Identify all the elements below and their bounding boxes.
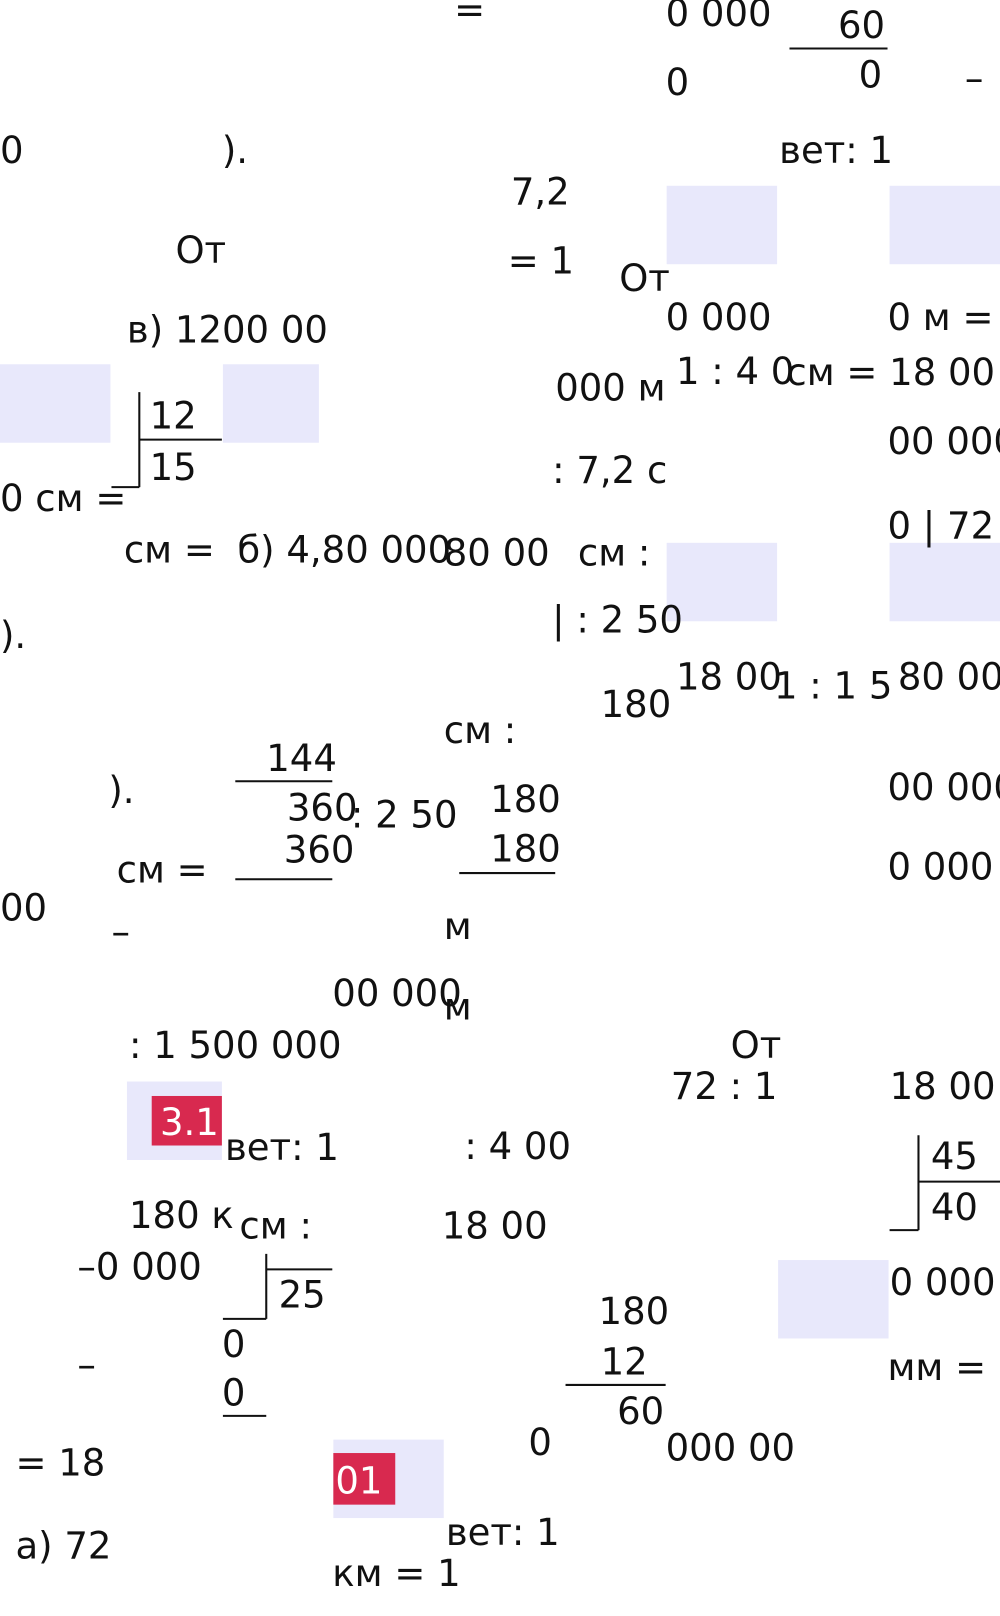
tile-text: 0 | 72 (888, 505, 995, 548)
tile-text: 25 (279, 1274, 326, 1317)
tile-text: ). (108, 769, 134, 812)
tile-text: – (111, 910, 130, 953)
tile-text: м (444, 905, 472, 948)
tile-text: От (175, 229, 226, 272)
tile-text: 0 см = (0, 477, 126, 520)
tile-text: 12 (150, 394, 197, 437)
tile-text: вет: 1 (779, 129, 893, 172)
badge-text: 3.1 (160, 1101, 219, 1144)
tile-text: 180 (490, 778, 561, 821)
tile-text: 18 00 (676, 655, 782, 698)
tile-text: = 1 (508, 239, 574, 282)
tile-text: 0 (666, 61, 690, 104)
tile-text: : 7,2 с (552, 449, 667, 492)
tile-text: м (444, 986, 472, 1029)
badge-text: 01 (335, 1459, 382, 1502)
tile-text: 0 000 (888, 845, 994, 888)
tile-text: : 4 00 (464, 1125, 571, 1168)
tile-text: 80 00 (444, 532, 550, 575)
empty-tile (778, 1260, 889, 1339)
tile-text: см = (117, 848, 208, 891)
tile-text: 00 000 (888, 420, 1000, 463)
tile-text: мм = (888, 1346, 987, 1389)
tile-text: см : (444, 709, 516, 752)
tile-text: 18 00 (890, 1065, 996, 1108)
tile-text: 000 м (555, 366, 665, 409)
tile-text: 80 00 (898, 655, 1000, 698)
tile-text: см : (239, 1204, 311, 1247)
tile-text: – (77, 1344, 96, 1387)
tile-text: 360 (287, 786, 358, 829)
tile-text: 1 : 4 0 (676, 350, 794, 393)
tile-text: 0 000 (890, 1261, 996, 1304)
tile-text: От (731, 1024, 782, 1067)
tile-text: От (619, 257, 670, 300)
tile-text: 60 (617, 1390, 664, 1433)
empty-tile (889, 542, 1000, 622)
tile-text: ). (222, 129, 248, 172)
badge (151, 1095, 222, 1146)
tile-text: 12 (601, 1341, 648, 1384)
tile-text: : 2 50 (351, 794, 458, 837)
tile-text: 60 (838, 4, 885, 47)
tile-text: 40 (931, 1186, 978, 1229)
tile-text: – (965, 57, 984, 100)
tile-text: 15 (150, 446, 197, 489)
tile-text: 0 (0, 129, 24, 172)
tile-text: –0 000 (77, 1246, 201, 1289)
tile-text: вет: 1 (225, 1126, 339, 1169)
tile-text: в) 1200 00 (127, 309, 328, 352)
tile-text: = 18 (15, 1442, 105, 1485)
tile-text: 0 (528, 1421, 552, 1464)
tile-text: 0 000 (666, 0, 772, 35)
tile-text: 180 (599, 1290, 670, 1333)
tile-text: 00 (0, 887, 47, 930)
tile-text: 72 : 1 (671, 1065, 778, 1108)
empty-tile (222, 364, 319, 443)
tile-text: 180 (490, 828, 561, 871)
tile-text: 0 (222, 1323, 246, 1366)
tile-text: б) 4,80 000 (237, 528, 451, 571)
empty-tile (666, 542, 778, 622)
tile-text: 0 (859, 54, 883, 97)
tile-text: 0 м = (888, 296, 994, 339)
tile-text: = (454, 0, 485, 32)
tile-text: 000 00 (666, 1426, 795, 1469)
tile-text: а) 72 (15, 1524, 111, 1567)
tile-text: 180 к (129, 1194, 234, 1237)
tile-text: 45 (931, 1135, 978, 1178)
division-lines (111, 47, 1000, 1417)
tile-text: 144 (266, 737, 337, 780)
empty-tile (0, 364, 111, 443)
empty-tile (889, 185, 1000, 265)
tile-text: 360 (284, 829, 355, 872)
tile-text: 00 000 (332, 972, 461, 1015)
tile-text: 7,2 (511, 170, 570, 213)
tile-text: 1 : 1 5 (774, 665, 892, 708)
tile-text: см = (124, 528, 215, 571)
tile-text: ). (0, 614, 26, 657)
tile-text: 180 (601, 683, 672, 726)
tile-text: 18 00 (442, 1204, 548, 1247)
tile-text: см = 18 00 (786, 351, 995, 394)
tile-text: вет: 1 (446, 1511, 560, 1554)
tile-text: | : 2 50 (552, 599, 683, 642)
tile-text: 00 000 (888, 766, 1000, 809)
badge (333, 1453, 396, 1505)
empty-tile (666, 185, 778, 265)
tile-text: 0 000 (666, 296, 772, 339)
tile-text: 0 (222, 1372, 246, 1415)
tile-text: км = 1 (332, 1552, 460, 1595)
tile-text: : 1 500 000 (129, 1024, 342, 1067)
tile-text: см : (578, 532, 650, 575)
